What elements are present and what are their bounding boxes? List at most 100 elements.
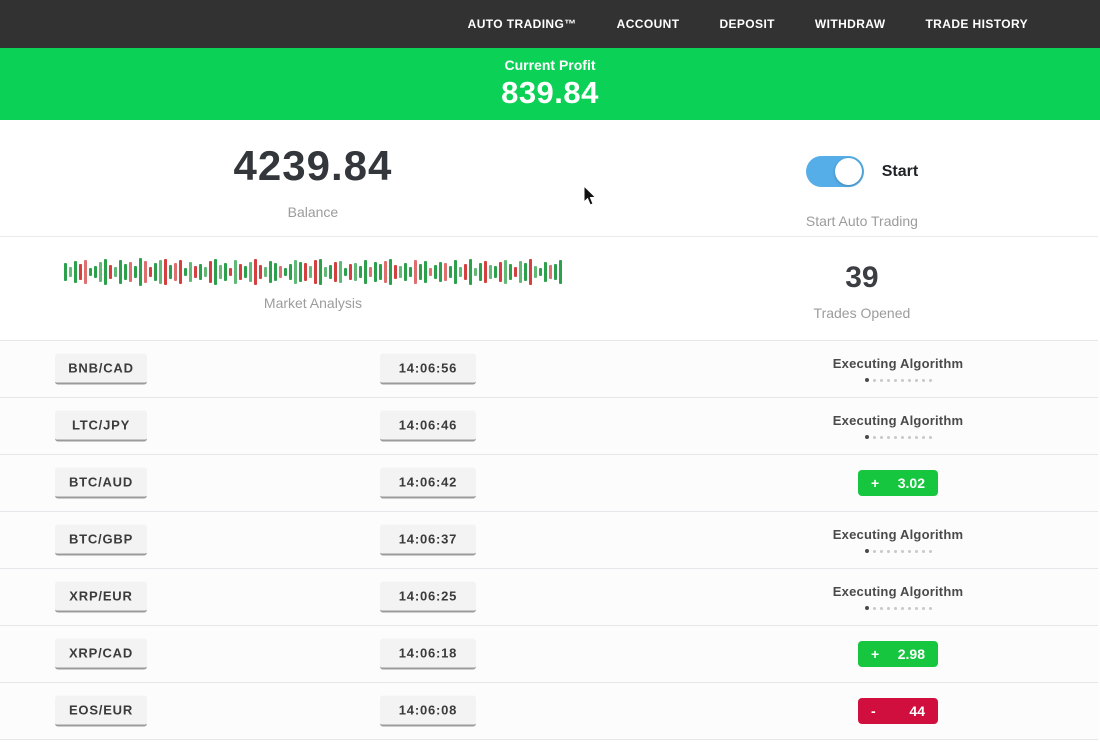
- time-button[interactable]: 14:06:18: [380, 638, 476, 670]
- progress-dots: [864, 606, 932, 610]
- toggle-knob: [834, 158, 862, 185]
- progress-dots: [864, 549, 932, 553]
- nav-item-withdraw[interactable]: WITHDRAW: [814, 17, 886, 31]
- trade-row: BTC/GBP 14:06:37 Executing Algorithm: [0, 512, 1098, 569]
- result-value: 44: [909, 703, 925, 719]
- candle-bar: [253, 259, 257, 285]
- candle-bar: [198, 264, 202, 280]
- candle-bar: [93, 266, 97, 278]
- candle-bar: [558, 260, 562, 284]
- candle-bar: [223, 263, 227, 281]
- top-navbar: AUTO TRADING™ ACCOUNT DEPOSIT WITHDRAW TRADE…: [0, 0, 1100, 48]
- pair-button[interactable]: BNB/CAD: [55, 353, 147, 385]
- trade-status: Executing Algorithm: [808, 584, 988, 610]
- pair-button[interactable]: LTC/JPY: [55, 410, 147, 442]
- candle-bar: [413, 260, 417, 284]
- nav-item-auto-trading[interactable]: AUTO TRADING™: [467, 17, 577, 31]
- current-profit-value: 839.84: [501, 75, 599, 110]
- candle-bar: [533, 266, 537, 278]
- result-sign: +: [871, 475, 880, 491]
- candle-bar: [408, 267, 412, 277]
- nav-item-trade-history[interactable]: TRADE HISTORY: [925, 17, 1028, 31]
- candle-bar: [338, 261, 342, 283]
- candle-bar: [528, 259, 532, 285]
- candle-bar: [373, 262, 377, 282]
- trade-row: XRP/CAD 14:06:18 +2.98: [0, 626, 1098, 683]
- candle-bar: [478, 263, 482, 281]
- toggle-label: Start: [881, 162, 919, 180]
- candle-bar: [128, 262, 132, 282]
- time-button[interactable]: 14:06:42: [380, 467, 476, 499]
- candle-bar: [208, 261, 212, 283]
- candle-bar: [518, 261, 522, 283]
- candle-bar: [288, 264, 292, 280]
- executing-algorithm-label: Executing Algorithm: [832, 356, 964, 371]
- result-sign: -: [871, 703, 876, 719]
- trade-status: Executing Algorithm: [808, 527, 988, 553]
- candle-bar: [553, 264, 557, 280]
- candle-bar: [503, 260, 507, 284]
- pair-button[interactable]: BTC/GBP: [55, 524, 147, 556]
- loss-badge: - 44: [858, 698, 938, 724]
- time-button[interactable]: 14:06:37: [380, 524, 476, 556]
- candle-bar: [233, 260, 237, 284]
- time-button[interactable]: 14:06:08: [380, 695, 476, 727]
- candle-bar: [263, 267, 267, 277]
- candle-bar: [363, 260, 367, 284]
- candle-bar: [173, 263, 177, 281]
- candle-bar: [388, 259, 392, 285]
- candle-bar: [103, 259, 107, 285]
- result-value: 2.98: [897, 646, 925, 662]
- profit-badge: +3.02: [858, 470, 938, 496]
- candle-bar: [243, 266, 247, 278]
- nav-item-deposit[interactable]: DEPOSIT: [719, 17, 775, 31]
- pair-button[interactable]: XRP/EUR: [55, 581, 147, 613]
- candle-bar: [88, 268, 92, 276]
- candle-bar: [423, 261, 427, 283]
- candle-bar: [343, 268, 347, 276]
- executing-algorithm-label: Executing Algorithm: [832, 413, 964, 428]
- candle-bar: [113, 267, 117, 277]
- candle-bar: [378, 264, 382, 280]
- auto-trading-toggle[interactable]: [805, 156, 864, 187]
- candle-bar: [73, 261, 77, 283]
- candle-bar: [543, 262, 547, 282]
- candle-bar: [298, 262, 302, 282]
- trades-list: BNB/CAD 14:06:56 Executing Algorithm LTC/JP…: [0, 341, 1100, 740]
- candle-bar: [63, 263, 67, 281]
- candle-bar: [228, 268, 232, 276]
- candle-bar: [368, 267, 372, 277]
- candle-bar: [433, 265, 437, 279]
- candle-bar: [168, 265, 172, 279]
- time-button[interactable]: 14:06:56: [380, 353, 476, 385]
- time-button[interactable]: 14:06:46: [380, 410, 476, 442]
- candle-bar: [258, 265, 262, 279]
- nav-item-account[interactable]: ACCOUNT: [616, 17, 680, 31]
- current-profit-banner: Current Profit 839.84: [0, 48, 1100, 120]
- candle-bar: [453, 260, 457, 284]
- pair-button[interactable]: EOS/EUR: [55, 695, 147, 727]
- candle-bar: [513, 267, 517, 277]
- pair-button[interactable]: XRP/CAD: [55, 638, 147, 670]
- candle-bar: [488, 265, 492, 279]
- trades-opened-value: 39: [845, 261, 879, 294]
- trade-status: - 44: [808, 698, 988, 724]
- candle-bar: [473, 268, 477, 276]
- candle-bar: [163, 259, 167, 285]
- pair-button[interactable]: BTC/AUD: [55, 467, 147, 499]
- candle-bar: [358, 266, 362, 278]
- candle-bar: [193, 266, 197, 278]
- executing-algorithm-label: Executing Algorithm: [832, 584, 964, 599]
- trade-status: Executing Algorithm: [808, 413, 988, 439]
- candle-bar: [438, 262, 442, 282]
- current-profit-label: Current Profit: [504, 57, 596, 73]
- candle-bar: [313, 260, 317, 284]
- candle-bar: [188, 262, 192, 282]
- candle-bar: [293, 260, 297, 284]
- trade-row: BNB/CAD 14:06:56 Executing Algorithm: [0, 341, 1098, 398]
- trade-status: +2.98: [808, 641, 988, 667]
- candle-bar: [538, 268, 542, 276]
- time-button[interactable]: 14:06:25: [380, 581, 476, 613]
- candle-bar: [183, 268, 187, 276]
- candle-bar: [153, 263, 157, 281]
